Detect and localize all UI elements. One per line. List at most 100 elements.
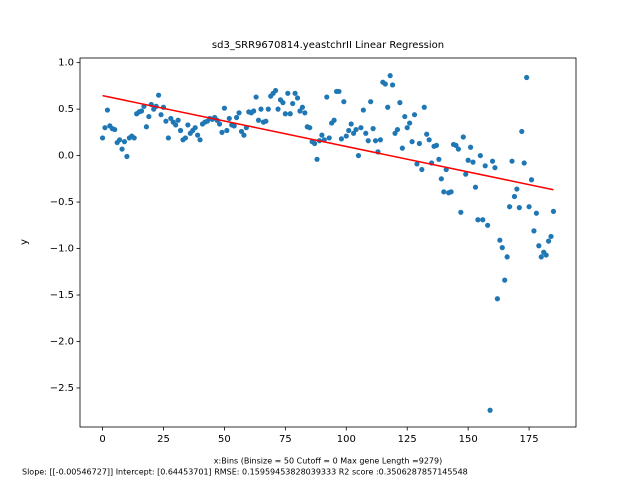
point (280, 100, 286, 106)
point (492, 165, 498, 171)
point (548, 233, 554, 240)
point (482, 163, 488, 169)
point (524, 74, 530, 81)
point (338, 136, 345, 142)
point (236, 110, 242, 116)
y-tick-label: −2.5 (50, 383, 74, 394)
point (526, 204, 532, 210)
point (453, 142, 459, 148)
point (460, 134, 466, 140)
point (343, 133, 349, 139)
point (233, 114, 240, 121)
point (528, 177, 535, 183)
point (226, 115, 232, 122)
point (370, 126, 376, 132)
point (360, 107, 366, 113)
point (119, 146, 125, 152)
point (146, 113, 152, 120)
point (455, 146, 461, 152)
point (519, 128, 525, 135)
point (216, 121, 223, 127)
point (368, 99, 374, 105)
point (387, 73, 393, 79)
point (494, 296, 500, 302)
point (504, 254, 510, 260)
point (465, 157, 471, 163)
point (355, 152, 362, 159)
point (402, 113, 408, 120)
point (394, 126, 401, 133)
point (416, 140, 423, 147)
point (231, 123, 237, 129)
point (255, 117, 262, 123)
point (331, 117, 337, 123)
x-tick-label: 25 (157, 434, 170, 445)
point (538, 254, 544, 260)
point (487, 407, 493, 413)
point (533, 210, 539, 216)
point (372, 138, 379, 144)
point (272, 87, 279, 94)
point (241, 132, 247, 138)
point (168, 115, 174, 122)
point (516, 205, 522, 211)
point (397, 100, 403, 106)
y-tick-label: −1.5 (50, 290, 74, 301)
y-tick-label: 0.0 (58, 151, 74, 162)
point (377, 137, 384, 143)
point (224, 127, 230, 134)
point (287, 111, 293, 117)
x-tick-label: 175 (520, 434, 539, 445)
point (411, 112, 418, 118)
point (511, 193, 518, 200)
point (251, 108, 257, 114)
point (192, 125, 198, 131)
point (319, 132, 325, 138)
point (138, 108, 145, 114)
point (290, 100, 296, 107)
point (297, 108, 303, 114)
point (363, 130, 369, 136)
point (294, 95, 301, 101)
point (477, 152, 483, 159)
point (238, 128, 245, 135)
point (182, 135, 189, 141)
point (424, 131, 430, 137)
point (365, 138, 371, 144)
point (389, 82, 396, 88)
point (392, 130, 398, 136)
point (436, 156, 442, 162)
point (480, 217, 486, 223)
point (433, 142, 440, 148)
y-tick-label: 1.0 (58, 58, 74, 69)
point (104, 107, 111, 113)
x-tick-label: 100 (337, 434, 356, 445)
point (173, 122, 179, 128)
x-axis-label: x:Bins (Binsize = 50 Cutoff = 0 Max gene… (214, 457, 442, 466)
point (195, 132, 201, 138)
point (385, 104, 391, 110)
point (348, 121, 354, 127)
point (143, 124, 150, 130)
point (163, 118, 169, 124)
point (324, 94, 330, 100)
point (489, 158, 496, 164)
y-tick-label: −0.5 (50, 197, 74, 208)
point (543, 252, 549, 258)
point (421, 104, 427, 110)
point (156, 92, 162, 98)
point (407, 120, 413, 126)
point (350, 130, 357, 136)
point (404, 125, 410, 131)
point (112, 126, 118, 133)
point (263, 118, 269, 124)
plot-frame (79, 57, 577, 428)
point (353, 126, 359, 133)
point (502, 277, 508, 283)
point (219, 129, 225, 135)
point (177, 127, 184, 134)
x-tick-label: 150 (459, 434, 478, 445)
regression-line (102, 94, 554, 191)
